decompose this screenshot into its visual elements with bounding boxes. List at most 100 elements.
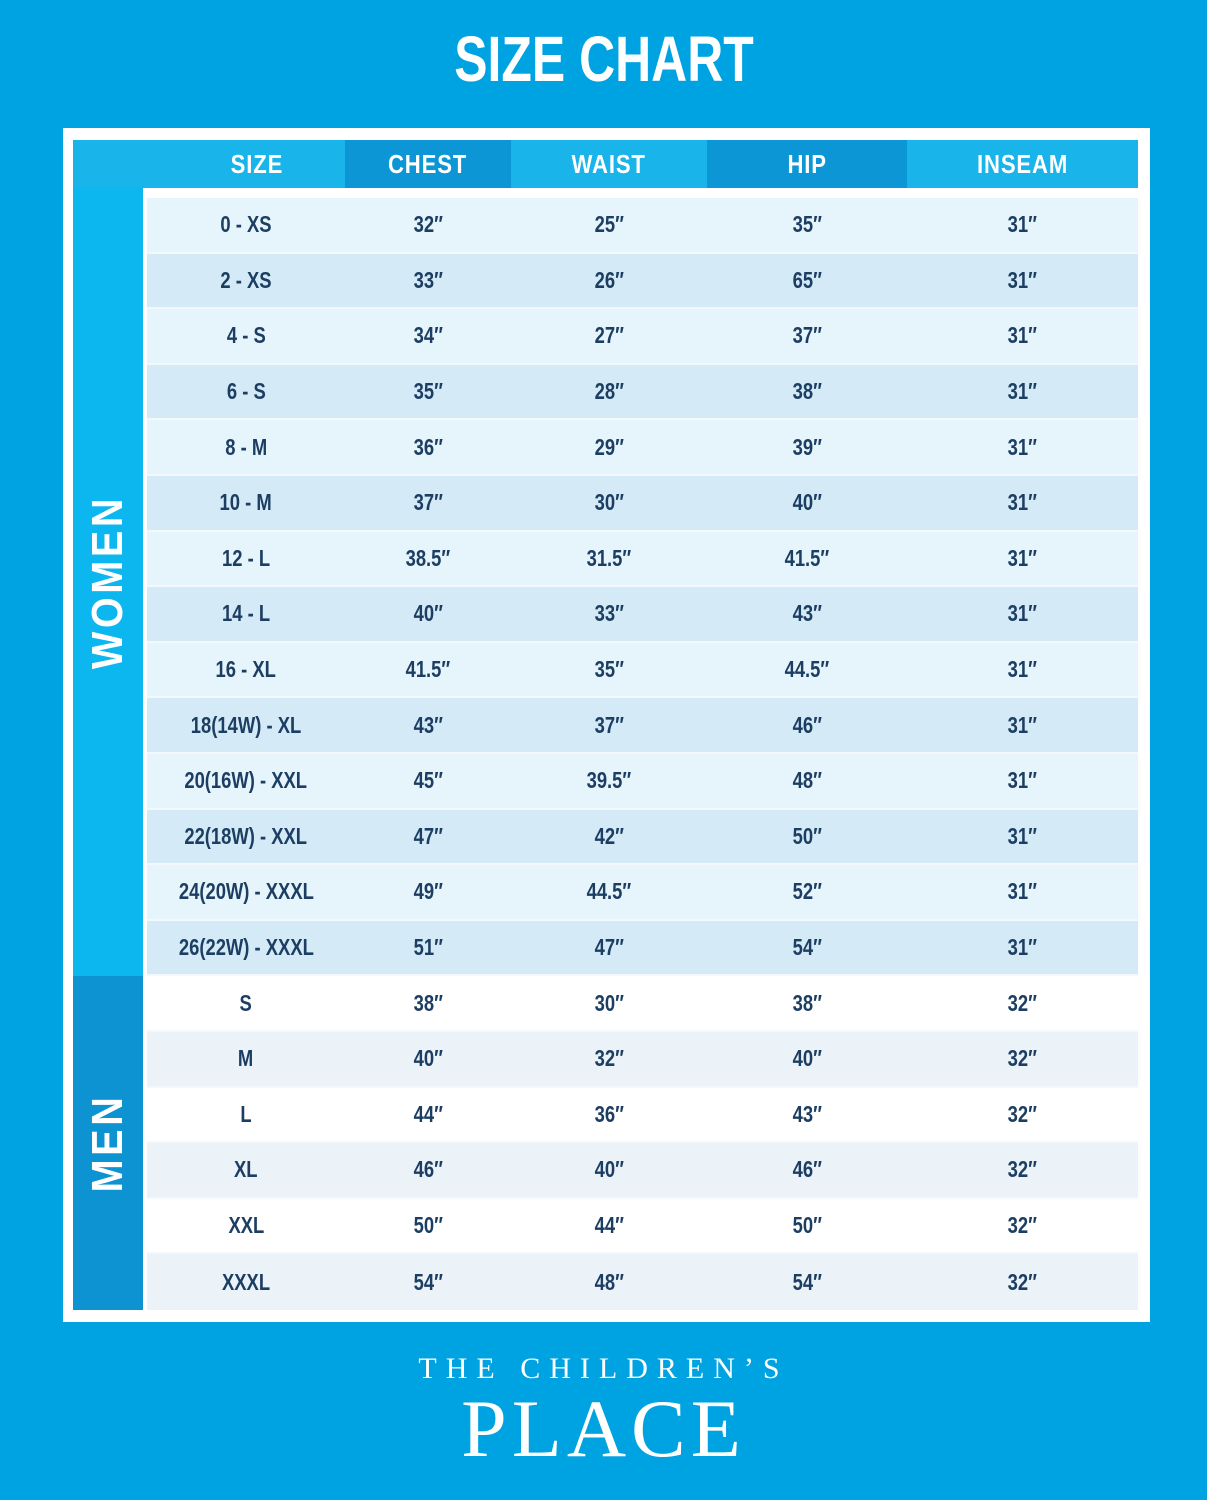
women-section-band: WOMEN xyxy=(73,188,143,977)
cell-hip: 50″ xyxy=(792,1211,822,1238)
cell-hip: 35″ xyxy=(792,211,822,238)
cell-waist: 32″ xyxy=(594,1045,624,1072)
table-row: XXL 50″ 44″ 50″ 32″ xyxy=(147,1198,1138,1255)
men-section-label: MEN xyxy=(83,1093,132,1193)
cell-waist: 48″ xyxy=(594,1268,624,1295)
cell-waist: 42″ xyxy=(594,822,624,849)
cell-inseam: 32″ xyxy=(1007,1268,1038,1295)
cell-hip: 43″ xyxy=(792,1100,822,1127)
cell-waist: 25″ xyxy=(594,211,624,238)
page-title: SIZE CHART xyxy=(0,22,1207,96)
cell-waist: 28″ xyxy=(594,378,624,405)
table-row: 16 - XL 41.5″ 35″ 44.5″ 31″ xyxy=(147,642,1138,699)
table-row: 8 - M 36″ 29″ 39″ 31″ xyxy=(147,420,1138,476)
table-row: 2 - XS 33″ 26″ 65″ 31″ xyxy=(147,253,1138,310)
table-row: M 40″ 32″ 40″ 32″ xyxy=(147,1031,1138,1088)
table-row: 14 - L 40″ 33″ 43″ 31″ xyxy=(147,587,1138,643)
cell-hip: 40″ xyxy=(792,489,822,516)
cell-waist: 40″ xyxy=(594,1156,624,1183)
cell-chest: 38″ xyxy=(413,989,443,1016)
cell-chest: 54″ xyxy=(413,1268,443,1295)
cell-inseam: 32″ xyxy=(1007,1045,1038,1072)
cell-size: 0 - XS xyxy=(220,211,272,238)
table-body: WOMEN MEN 0 - XS 32″ 25″ 35″ 31″ 2 - XS 33″ 26″… xyxy=(73,188,1138,1310)
cell-size: 4 - S xyxy=(226,322,266,349)
band-divider xyxy=(143,198,147,1310)
cell-waist: 47″ xyxy=(594,934,624,961)
cell-chest: 46″ xyxy=(413,1156,443,1183)
cell-waist: 35″ xyxy=(594,656,624,683)
cell-inseam: 32″ xyxy=(1007,1211,1038,1238)
cell-chest: 43″ xyxy=(413,711,443,738)
cell-waist: 26″ xyxy=(594,266,624,293)
cell-size: M xyxy=(238,1045,254,1072)
cell-waist: 31.5″ xyxy=(586,544,632,571)
cell-size: 10 - M xyxy=(219,489,273,516)
cell-waist: 30″ xyxy=(594,989,624,1016)
cell-size: 12 - L xyxy=(221,544,271,571)
cell-waist: 44.5″ xyxy=(586,878,632,905)
column-header-chest: CHEST xyxy=(345,140,511,188)
cell-hip: 38″ xyxy=(792,378,822,405)
column-header-size: SIZE xyxy=(73,140,345,188)
cell-hip: 46″ xyxy=(792,711,822,738)
cell-inseam: 31″ xyxy=(1007,822,1038,849)
cell-inseam: 31″ xyxy=(1007,600,1038,627)
cell-size: 2 - XS xyxy=(220,266,272,293)
cell-waist: 37″ xyxy=(594,711,624,738)
cell-inseam: 31″ xyxy=(1007,711,1038,738)
cell-size: 16 - XL xyxy=(215,656,277,683)
cell-hip: 54″ xyxy=(792,1268,822,1295)
column-header-hip: HIP xyxy=(707,140,907,188)
cell-chest: 41.5″ xyxy=(405,656,451,683)
cell-hip: 54″ xyxy=(792,934,822,961)
cell-inseam: 31″ xyxy=(1007,544,1038,571)
women-section-label: WOMEN xyxy=(83,495,132,670)
cell-chest: 44″ xyxy=(413,1100,443,1127)
cell-chest: 51″ xyxy=(413,934,443,961)
cell-inseam: 31″ xyxy=(1007,322,1038,349)
section-bands: WOMEN MEN xyxy=(73,188,143,1310)
men-section-band: MEN xyxy=(73,976,143,1310)
column-header-inseam: INSEAM xyxy=(907,140,1138,188)
cell-size: S xyxy=(239,989,253,1016)
cell-hip: 48″ xyxy=(792,767,822,794)
cell-size: 24(20W) - XXXL xyxy=(178,878,314,905)
cell-size: XL xyxy=(234,1156,258,1183)
cell-chest: 36″ xyxy=(413,433,443,460)
cell-inseam: 32″ xyxy=(1007,1156,1038,1183)
cell-inseam: 31″ xyxy=(1007,878,1038,905)
cell-hip: 37″ xyxy=(792,322,822,349)
table-row: 10 - M 37″ 30″ 40″ 31″ xyxy=(147,475,1138,532)
cell-size: 20(16W) - XXL xyxy=(184,767,308,794)
cell-hip: 50″ xyxy=(792,822,822,849)
cell-chest: 40″ xyxy=(413,1045,443,1072)
cell-inseam: 31″ xyxy=(1007,934,1038,961)
cell-size: 8 - M xyxy=(225,433,267,460)
table-row: L 44″ 36″ 43″ 32″ xyxy=(147,1087,1138,1144)
brand-name-bottom: PLACE xyxy=(461,1383,746,1474)
table-row: 4 - S 34″ 27″ 37″ 31″ xyxy=(147,309,1138,365)
cell-chest: 47″ xyxy=(413,822,443,849)
cell-hip: 44.5″ xyxy=(784,656,830,683)
cell-chest: 37″ xyxy=(413,489,443,516)
table-row: XL 46″ 40″ 46″ 32″ xyxy=(147,1143,1138,1199)
cell-hip: 39″ xyxy=(792,433,822,460)
table-row: 22(18W) - XXL 47″ 42″ 50″ 31″ xyxy=(147,809,1138,866)
table-row: XXXL 54″ 48″ 54″ 32″ xyxy=(147,1254,1138,1310)
cell-chest: 50″ xyxy=(413,1211,443,1238)
cell-size: 18(14W) - XL xyxy=(190,711,302,738)
cell-inseam: 31″ xyxy=(1007,378,1038,405)
cell-waist: 44″ xyxy=(594,1211,624,1238)
cell-chest: 38.5″ xyxy=(405,544,451,571)
cell-inseam: 31″ xyxy=(1007,266,1038,293)
cell-size: 6 - S xyxy=(226,378,266,405)
brand-logo: THE CHILDREN’S PLACE xyxy=(0,1352,1207,1470)
cell-inseam: 31″ xyxy=(1007,433,1038,460)
table-row: 18(14W) - XL 43″ 37″ 46″ 31″ xyxy=(147,698,1138,754)
cell-size: L xyxy=(240,1100,252,1127)
cell-chest: 49″ xyxy=(413,878,443,905)
table-row: 0 - XS 32″ 25″ 35″ 31″ xyxy=(147,198,1138,254)
table-row: 26(22W) - XXXL 51″ 47″ 54″ 31″ xyxy=(147,920,1138,977)
